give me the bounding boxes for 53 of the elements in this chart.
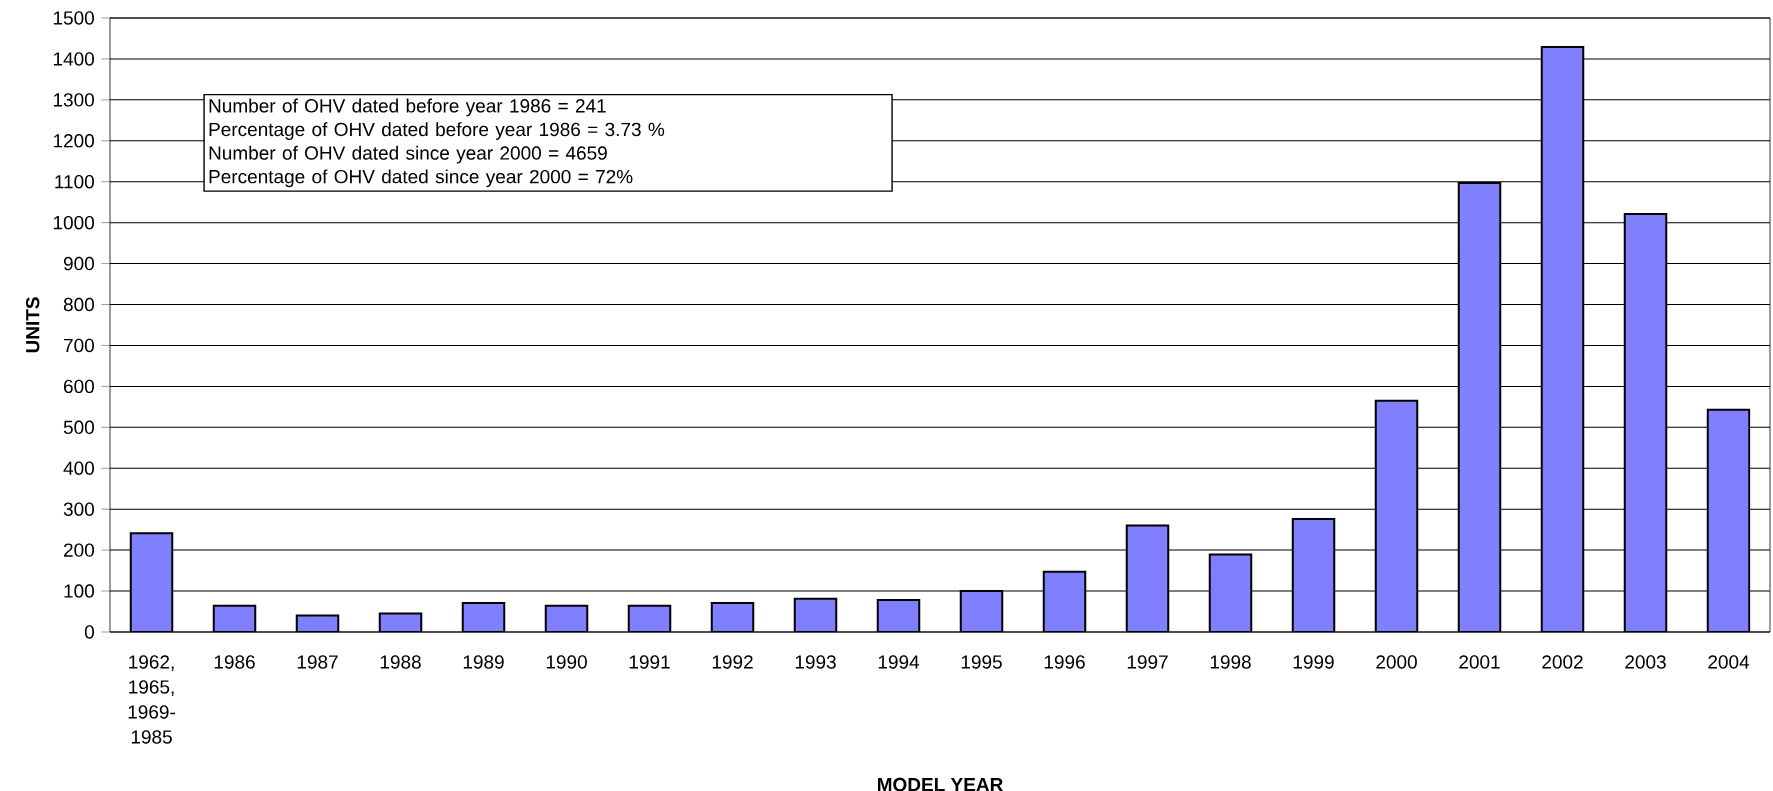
bar [1457, 181, 1502, 632]
x-tick-label: 2003 [1625, 655, 1666, 669]
bar [1374, 399, 1419, 632]
y-tick-label: 500 [63, 420, 94, 435]
y-tick-label: 100 [64, 584, 94, 598]
y-tick-label: 1500 [53, 11, 94, 25]
x-tick-label: 1988 [380, 655, 421, 669]
y-tick-label: 1200 [53, 134, 94, 148]
annotation: Percentage of OHV dated since year 2000 = 72% [209, 169, 633, 188]
x-tick-label: 2001 [1459, 655, 1500, 669]
x-tick-label: 1997 [1127, 655, 1168, 669]
y-tick-label: 1300 [53, 93, 94, 107]
x-tick-label: 1992 [712, 655, 753, 669]
bar [1706, 408, 1751, 632]
x-tick-label: 2000 [1376, 655, 1417, 669]
x-axis-title: MODEL YEAR [877, 777, 1003, 791]
x-tick-label: 2004 [1708, 655, 1750, 669]
x-tick-label: 1999 [1293, 655, 1334, 669]
bar [1125, 524, 1170, 632]
bar [1291, 518, 1336, 632]
y-tick-label: 900 [63, 256, 94, 271]
y-axis-title: UNITS [25, 297, 40, 353]
y-tick-label: 1000 [53, 215, 94, 230]
x-tick-label: 1986 [214, 655, 255, 669]
annotation: Number of OHV dated since year 2000 = 4659 [209, 145, 607, 164]
bar [1623, 213, 1668, 632]
y-tick-label: 1400 [53, 52, 94, 66]
y-tick-label: 0 [84, 625, 94, 639]
x-tick-label: 2002 [1542, 655, 1583, 669]
x-tick-label: 1996 [1044, 655, 1085, 669]
x-tick-label: 1987 [297, 655, 338, 669]
bar [1042, 570, 1087, 632]
annotation: Number of OHV dated before year 1986 = 241 [209, 98, 606, 117]
y-tick-label: 600 [64, 379, 94, 394]
x-tick-label: 1993 [795, 655, 836, 669]
x-tick-label: 1995 [961, 655, 1002, 669]
y-tick-label: 1100 [55, 174, 94, 189]
y-tick-label: 700 [64, 338, 94, 353]
bar [1540, 46, 1585, 632]
x-tick-label: 1989 [463, 655, 504, 669]
x-tick-label: 1998 [1210, 655, 1251, 669]
y-tick-label: 400 [63, 461, 94, 475]
bar [1208, 553, 1253, 632]
y-tick-label: 200 [63, 543, 94, 557]
x-tick-label: 1962, 1965, 1969-1985 [128, 655, 175, 744]
x-tick-label: 1994 [878, 655, 920, 669]
bar [129, 532, 174, 632]
annotation: Percentage of OHV dated before year 1986 = 3.73 % [209, 122, 665, 140]
y-tick-label: 300 [63, 502, 94, 516]
y-tick-label: 800 [63, 297, 94, 312]
bar [959, 590, 1004, 632]
x-tick-label: 1991 [629, 655, 670, 669]
x-tick-label: 1990 [546, 655, 587, 669]
